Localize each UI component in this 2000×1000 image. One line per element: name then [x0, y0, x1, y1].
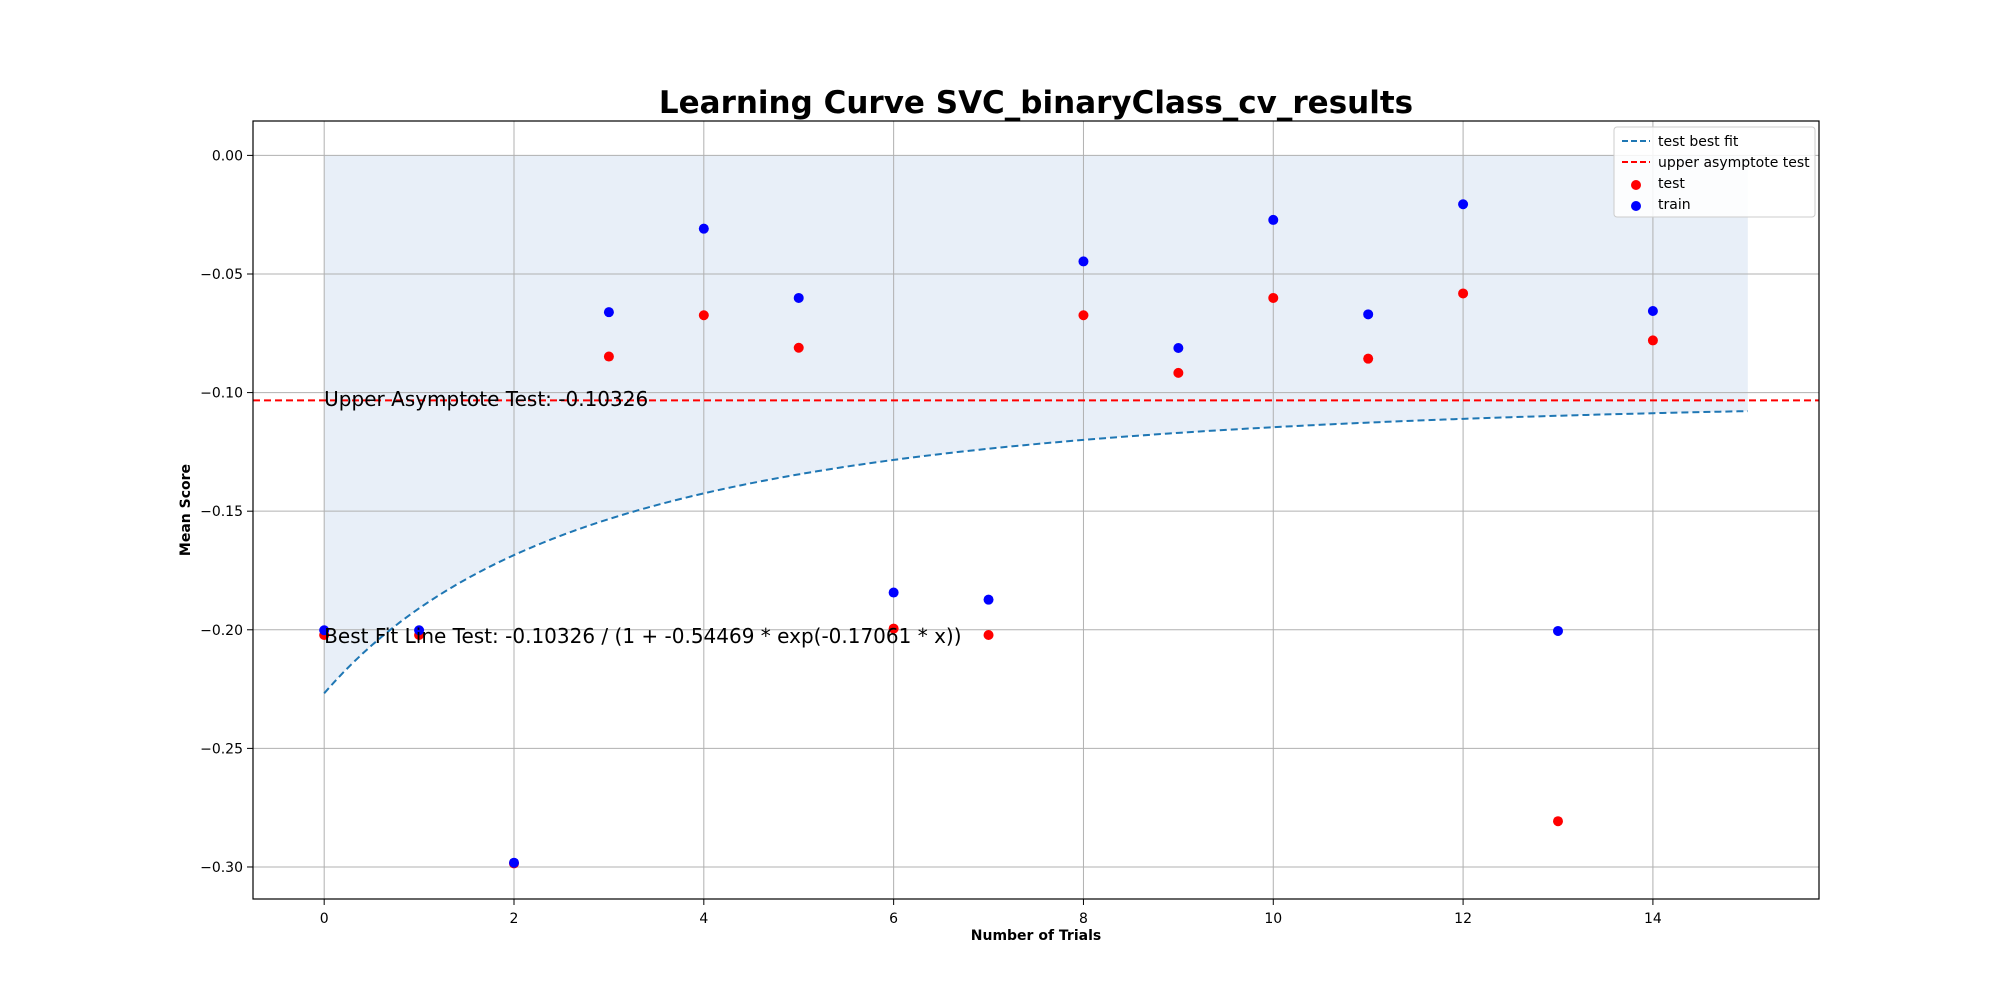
train-point — [414, 625, 425, 636]
train-point — [1173, 342, 1184, 353]
test-point — [1173, 367, 1184, 378]
test-point — [793, 342, 804, 353]
test-point — [983, 630, 994, 641]
legend-dot-marker — [1631, 201, 1641, 211]
x-tick-label: 8 — [1079, 911, 1088, 927]
train-point — [509, 857, 519, 868]
train-point — [1647, 305, 1658, 316]
test-point — [1078, 310, 1089, 321]
train-point — [888, 587, 899, 598]
train-point — [1458, 199, 1469, 210]
test-point — [1458, 288, 1469, 299]
x-tick-label: 2 — [510, 911, 519, 927]
test-point — [1647, 335, 1658, 346]
test-point — [1363, 353, 1374, 364]
best-fit-line — [323, 410, 1748, 694]
test-point — [698, 310, 709, 321]
x-tick-label: 0 — [320, 911, 329, 927]
test-point — [603, 351, 614, 362]
legend-box — [1613, 126, 1816, 218]
y-tick-label: −0.25 — [200, 741, 243, 757]
legend-label: upper asymptote test — [1658, 155, 1810, 171]
plot-frame — [252, 120, 1820, 900]
x-tick-label: 10 — [1264, 911, 1282, 927]
x-tick-label: 14 — [1644, 911, 1662, 927]
train-point — [1553, 625, 1563, 636]
x-tick-label: 12 — [1454, 911, 1472, 927]
annotation-upper: Upper Asymptote Test: -0.10326 — [324, 387, 648, 411]
legend-dot-marker — [1631, 180, 1641, 190]
train-point — [319, 625, 330, 636]
legend-label: test — [1658, 176, 1685, 192]
test-point — [1553, 816, 1563, 827]
train-point — [1363, 309, 1374, 320]
test-point — [888, 623, 899, 634]
y-tick-label: −0.10 — [200, 386, 243, 402]
test-point — [1268, 292, 1279, 303]
legend-label: test best fit — [1658, 134, 1739, 150]
train-point — [698, 223, 709, 234]
y-tick-label: −0.05 — [200, 267, 243, 283]
y-axis-title: Mean Score — [178, 464, 194, 556]
train-point — [1268, 214, 1279, 225]
train-point — [603, 307, 614, 318]
x-axis-title: Number of Trials — [971, 928, 1101, 944]
legend-label: train — [1658, 197, 1691, 213]
annotation-bestfit: Best Fit Line Test: -0.10326 / (1 + -0.5… — [324, 624, 961, 648]
chart-title: Learning Curve SVC_binaryClass_cv_result… — [659, 85, 1413, 121]
y-tick-label: −0.15 — [200, 504, 243, 520]
y-tick-label: −0.20 — [200, 623, 243, 639]
y-tick-label: 0.00 — [212, 148, 243, 164]
x-tick-label: 6 — [889, 911, 898, 927]
train-point — [793, 292, 804, 303]
train-point — [983, 594, 994, 605]
train-point — [1078, 256, 1089, 267]
x-tick-label: 4 — [699, 911, 708, 927]
fill-region — [324, 155, 1748, 694]
y-tick-label: −0.30 — [200, 860, 243, 876]
